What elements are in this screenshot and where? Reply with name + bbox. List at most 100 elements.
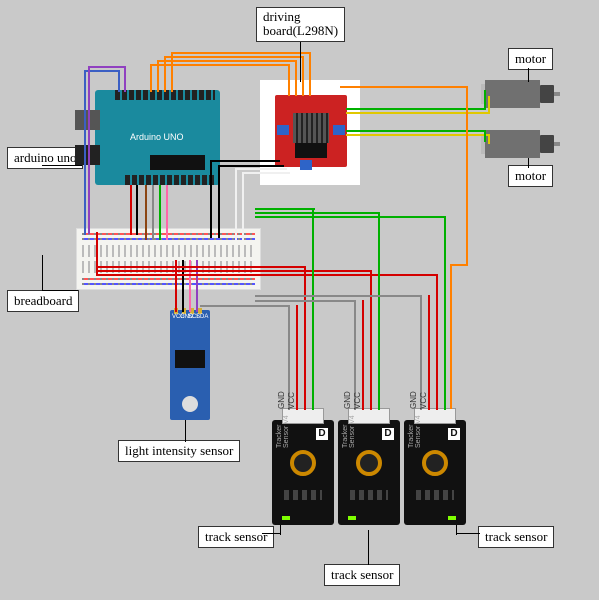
wire	[159, 185, 161, 240]
wire	[136, 185, 138, 235]
wire	[488, 134, 490, 144]
dc-motor-1	[485, 80, 540, 108]
track-sensor-2: D Tracker Sensor V4	[338, 420, 400, 525]
wire	[255, 212, 380, 214]
label-text: track sensor	[485, 529, 547, 544]
label-text: breadboard	[14, 293, 72, 308]
wire	[484, 130, 486, 142]
wire	[200, 305, 290, 307]
wire	[130, 185, 132, 235]
wire	[218, 165, 220, 238]
track-status-led	[282, 516, 290, 520]
track-status-led	[448, 516, 456, 520]
callout-line	[262, 533, 280, 534]
wire	[450, 264, 452, 409]
label-text: drivingboard(L298N)	[263, 9, 338, 38]
wire	[171, 52, 173, 92]
track-pads	[350, 490, 388, 500]
l298n-terminal	[333, 125, 345, 135]
label-text: motor	[515, 51, 546, 66]
wire	[288, 64, 290, 96]
label-track-3: track sensor	[478, 526, 554, 548]
callout-line	[528, 158, 529, 168]
wire	[88, 66, 90, 234]
track-sensor-1: D Tracker Sensor V4	[272, 420, 334, 525]
wire	[484, 90, 486, 110]
wire	[378, 300, 380, 410]
motor-shaft	[554, 92, 560, 96]
wire	[444, 295, 446, 410]
wire	[444, 216, 446, 298]
pin-label: VCC	[353, 392, 362, 409]
wire	[166, 185, 168, 240]
label-text: arduino uno	[14, 150, 76, 165]
pin-label: VCC	[419, 392, 428, 409]
callout-line	[456, 533, 480, 534]
wire	[88, 66, 126, 68]
pin-label: GND	[343, 391, 352, 409]
wire	[242, 172, 290, 174]
wire	[436, 274, 438, 410]
wire	[346, 130, 486, 132]
track-ir-led	[422, 450, 448, 476]
track-silk: Tracker Sensor V4	[408, 408, 422, 448]
label-text: motor	[515, 168, 546, 183]
arduino-uno: Arduino UNO	[95, 90, 220, 185]
callout-line	[42, 165, 82, 166]
wire	[340, 86, 468, 88]
l298n-heatsink	[293, 113, 329, 143]
light-intensity-sensor: VCC GND SCL SDA	[170, 310, 210, 420]
pin-label: GND	[409, 391, 418, 409]
callout-line	[300, 42, 301, 82]
track-pads	[416, 490, 454, 500]
wire	[235, 168, 237, 240]
wire	[488, 96, 490, 114]
pin-label: GND	[277, 391, 286, 409]
wire	[304, 266, 306, 410]
label-text: light intensity sensor	[125, 443, 233, 458]
label-track-2: track sensor	[324, 564, 400, 586]
track-silk: Tracker Sensor V4	[276, 408, 290, 448]
wire	[346, 108, 486, 110]
wire	[235, 168, 287, 170]
wire	[309, 52, 311, 96]
track-status-led	[348, 516, 356, 520]
label-breadboard: breadboard	[7, 290, 79, 312]
wire	[428, 295, 430, 410]
wire	[370, 270, 372, 410]
wire	[145, 185, 147, 240]
wire	[296, 305, 298, 410]
label-light-sensor: light intensity sensor	[118, 440, 240, 462]
label-motor-2: motor	[508, 165, 553, 187]
label-motor-1: motor	[508, 48, 553, 70]
wire	[164, 56, 304, 58]
wire	[242, 172, 244, 240]
wire	[118, 70, 120, 92]
arduino-header-bottom	[125, 175, 215, 185]
wire	[378, 212, 380, 302]
wire	[302, 56, 304, 96]
callout-line	[185, 420, 186, 442]
wire	[84, 70, 86, 235]
wire	[210, 160, 212, 238]
motor-shaft	[554, 142, 560, 146]
wire	[152, 185, 154, 240]
track-d-label: D	[382, 428, 394, 440]
wire	[450, 264, 468, 266]
track-sensor-3: D Tracker Sensor V4	[404, 420, 466, 525]
wire	[96, 266, 306, 268]
wire	[295, 60, 297, 96]
callout-line	[42, 290, 78, 291]
wire	[171, 52, 311, 54]
pin-label: VCC	[287, 392, 296, 409]
dc-motor-2	[485, 130, 540, 158]
wire	[150, 64, 290, 66]
wire	[150, 64, 152, 92]
wire	[362, 300, 364, 410]
callout-line	[280, 525, 281, 535]
callout-line	[42, 255, 43, 291]
track-silk: Tracker Sensor V4	[342, 408, 356, 448]
track-ir-led	[356, 450, 382, 476]
label-driving-board: drivingboard(L298N)	[256, 7, 345, 42]
callout-line	[456, 525, 457, 535]
